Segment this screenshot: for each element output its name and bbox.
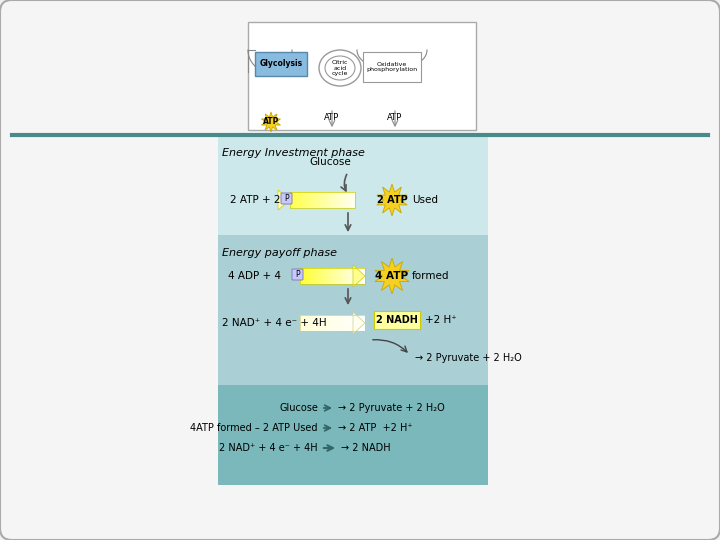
Bar bbox=[310, 192, 311, 208]
Bar bbox=[312, 315, 313, 331]
Bar bbox=[341, 315, 342, 331]
Bar bbox=[349, 268, 350, 284]
Bar bbox=[345, 268, 346, 284]
Bar bbox=[351, 268, 352, 284]
Text: Oxidative
phosphorylation: Oxidative phosphorylation bbox=[366, 62, 418, 72]
Bar bbox=[349, 315, 350, 331]
Polygon shape bbox=[261, 112, 281, 132]
FancyBboxPatch shape bbox=[248, 22, 476, 130]
Bar bbox=[350, 315, 351, 331]
Bar bbox=[304, 192, 305, 208]
Bar bbox=[315, 315, 316, 331]
Bar bbox=[353, 192, 354, 208]
Bar bbox=[319, 315, 320, 331]
Bar bbox=[312, 192, 313, 208]
Bar bbox=[323, 192, 324, 208]
Bar bbox=[327, 315, 328, 331]
Bar bbox=[347, 315, 348, 331]
Text: Glycolysis: Glycolysis bbox=[259, 59, 302, 69]
Text: Energy payoff phase: Energy payoff phase bbox=[222, 248, 337, 258]
Bar bbox=[334, 315, 335, 331]
Bar bbox=[341, 268, 342, 284]
Text: → 2 ATP  +2 H⁺: → 2 ATP +2 H⁺ bbox=[338, 423, 413, 433]
Bar bbox=[349, 192, 350, 208]
Bar bbox=[333, 315, 334, 331]
Bar bbox=[362, 268, 363, 284]
Bar bbox=[320, 268, 321, 284]
Bar bbox=[302, 268, 303, 284]
Bar bbox=[306, 192, 307, 208]
Bar bbox=[302, 192, 303, 208]
Bar bbox=[308, 315, 309, 331]
Bar bbox=[348, 268, 349, 284]
Bar bbox=[305, 268, 306, 284]
FancyBboxPatch shape bbox=[281, 193, 292, 204]
Bar bbox=[334, 268, 335, 284]
Bar bbox=[352, 315, 353, 331]
Text: ATP: ATP bbox=[387, 113, 402, 123]
Bar bbox=[332, 192, 333, 208]
Bar bbox=[307, 268, 308, 284]
Bar bbox=[336, 315, 337, 331]
Bar bbox=[309, 315, 310, 331]
Bar bbox=[340, 315, 341, 331]
Text: → 2 Pyruvate + 2 H₂O: → 2 Pyruvate + 2 H₂O bbox=[415, 353, 522, 363]
Bar bbox=[330, 268, 331, 284]
Bar bbox=[360, 268, 361, 284]
Text: ATP: ATP bbox=[325, 113, 340, 123]
Bar bbox=[363, 268, 364, 284]
Bar bbox=[311, 268, 312, 284]
Bar bbox=[318, 268, 319, 284]
Bar bbox=[328, 192, 329, 208]
Text: → 2 Pyruvate + 2 H₂O: → 2 Pyruvate + 2 H₂O bbox=[338, 403, 445, 413]
Bar bbox=[327, 192, 328, 208]
Bar bbox=[359, 268, 360, 284]
Bar bbox=[321, 268, 322, 284]
Bar bbox=[304, 315, 305, 331]
Bar bbox=[325, 315, 326, 331]
Bar bbox=[300, 268, 301, 284]
Bar bbox=[346, 192, 347, 208]
Text: ATP: ATP bbox=[263, 118, 279, 126]
Bar bbox=[335, 315, 336, 331]
Bar bbox=[357, 268, 358, 284]
Bar bbox=[323, 315, 324, 331]
Bar bbox=[328, 268, 329, 284]
Bar bbox=[344, 268, 345, 284]
Bar bbox=[337, 192, 338, 208]
Bar bbox=[313, 192, 314, 208]
Bar bbox=[317, 192, 318, 208]
Bar bbox=[306, 268, 307, 284]
Bar bbox=[336, 192, 337, 208]
Bar bbox=[300, 315, 301, 331]
Bar bbox=[301, 268, 302, 284]
Bar bbox=[307, 315, 308, 331]
Bar bbox=[293, 192, 294, 208]
Bar bbox=[308, 192, 309, 208]
Bar bbox=[308, 268, 309, 284]
Bar bbox=[218, 385, 488, 485]
Bar bbox=[338, 268, 339, 284]
Bar bbox=[352, 268, 353, 284]
Bar bbox=[329, 268, 330, 284]
Bar bbox=[332, 268, 333, 284]
Bar bbox=[339, 268, 340, 284]
Polygon shape bbox=[278, 190, 290, 210]
Bar bbox=[290, 192, 291, 208]
Text: 2 NADH: 2 NADH bbox=[376, 315, 418, 325]
Bar bbox=[320, 315, 321, 331]
Bar bbox=[353, 268, 354, 284]
Bar bbox=[333, 192, 334, 208]
Bar bbox=[312, 268, 313, 284]
Bar bbox=[298, 192, 299, 208]
Text: Glucose: Glucose bbox=[279, 403, 318, 413]
Text: +2 H⁺: +2 H⁺ bbox=[425, 315, 456, 325]
Bar bbox=[324, 192, 325, 208]
Text: 2 NAD⁺ + 4 e⁻ + 4H: 2 NAD⁺ + 4 e⁻ + 4H bbox=[222, 318, 327, 328]
Bar bbox=[320, 192, 321, 208]
Bar bbox=[342, 192, 343, 208]
Bar bbox=[295, 192, 296, 208]
Text: 4 ADP + 4: 4 ADP + 4 bbox=[228, 271, 284, 281]
Bar bbox=[329, 192, 330, 208]
